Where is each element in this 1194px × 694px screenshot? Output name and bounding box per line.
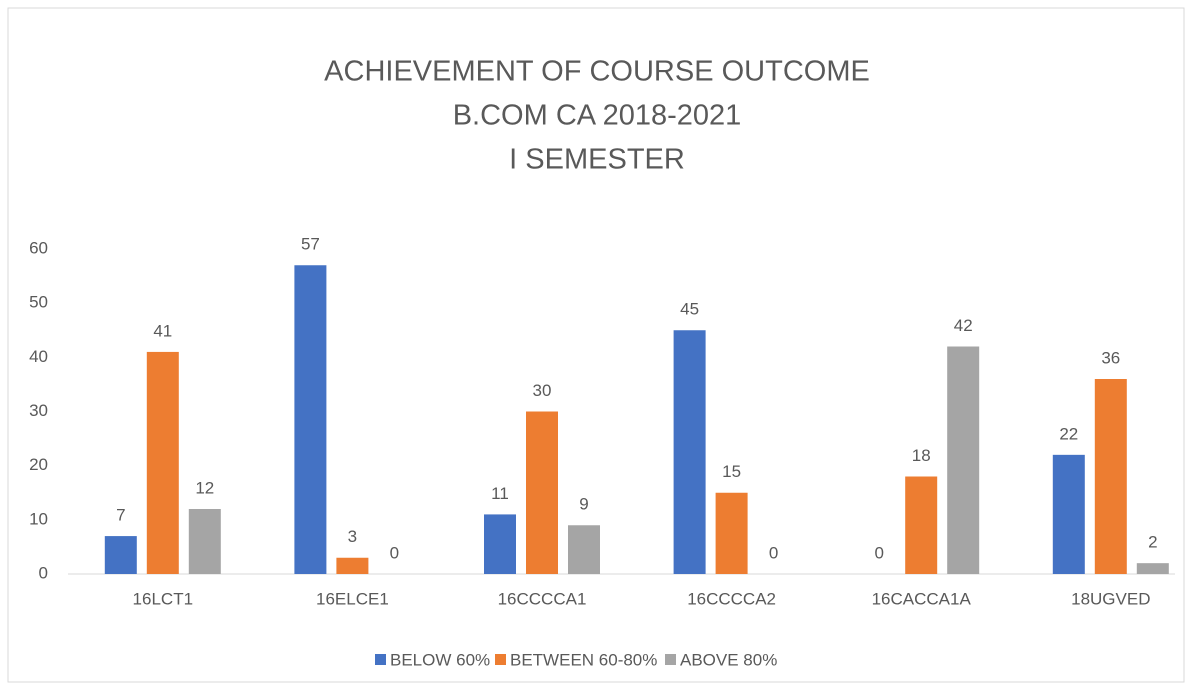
value-label: 0	[390, 543, 399, 562]
value-label: 2	[1148, 533, 1157, 552]
chart-title: ACHIEVEMENT OF COURSE OUTCOME	[324, 56, 870, 88]
value-label: 18	[912, 446, 931, 465]
bar	[294, 265, 327, 574]
bar	[1136, 563, 1169, 574]
bar	[188, 509, 221, 574]
x-tick-label: 16CCCCA1	[498, 589, 587, 608]
legend-swatch	[495, 654, 506, 665]
value-label: 12	[195, 478, 214, 497]
bar	[1052, 454, 1085, 574]
value-label: 42	[954, 316, 973, 335]
value-label: 15	[722, 462, 741, 481]
y-tick-label: 50	[29, 293, 48, 312]
value-label: 7	[116, 506, 125, 525]
bar	[484, 514, 516, 574]
y-tick-label: 20	[29, 455, 48, 474]
x-tick-label: 16ELCE1	[316, 589, 389, 608]
value-label: 9	[579, 495, 588, 514]
bar	[526, 411, 558, 574]
bar	[905, 476, 938, 574]
value-label: 11	[491, 484, 509, 503]
chart-title: I SEMESTER	[509, 144, 685, 176]
bar	[104, 536, 137, 574]
value-label: 0	[769, 543, 778, 562]
legend-label: ABOVE 80%	[680, 650, 777, 669]
value-label: 3	[348, 527, 357, 546]
y-tick-label: 60	[29, 238, 48, 257]
bar	[146, 351, 179, 574]
value-label: 22	[1059, 424, 1078, 443]
value-label: 36	[1101, 348, 1120, 367]
y-tick-label: 40	[29, 347, 48, 366]
y-tick-label: 0	[39, 563, 48, 582]
value-label: 57	[301, 235, 320, 254]
bar	[947, 346, 980, 574]
bar	[1094, 379, 1127, 574]
bar	[568, 525, 600, 574]
x-tick-label: 16CCCCA2	[687, 589, 776, 608]
legend-swatch	[665, 654, 676, 665]
value-label: 0	[874, 543, 883, 562]
x-tick-label: 18UGVED	[1071, 589, 1150, 608]
y-tick-label: 10	[29, 509, 48, 528]
legend-label: BETWEEN 60-80%	[510, 650, 657, 669]
y-tick-label: 30	[29, 401, 48, 420]
chart-title: B.COM CA 2018-2021	[453, 100, 742, 132]
bar	[715, 492, 748, 574]
value-label: 41	[153, 321, 172, 340]
value-label: 30	[533, 381, 552, 400]
legend-label: BELOW 60%	[390, 650, 490, 669]
x-tick-label: 16LCT1	[133, 589, 193, 608]
value-label: 45	[680, 300, 699, 319]
legend-swatch	[375, 654, 386, 665]
bar	[673, 330, 706, 574]
bar	[336, 557, 369, 574]
x-tick-label: 16CACCA1A	[872, 589, 972, 608]
